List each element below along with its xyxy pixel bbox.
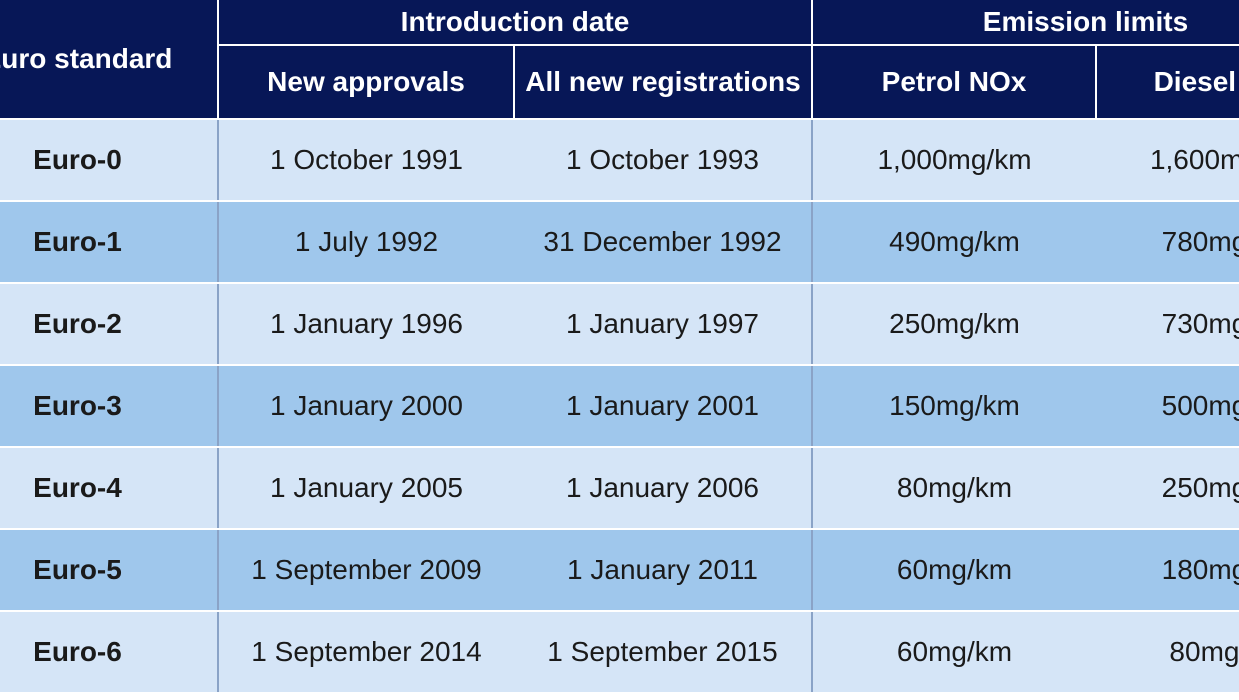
- cell-petrol-nox: 60mg/km: [811, 611, 1096, 694]
- cell-standard: Euro-6: [0, 611, 219, 694]
- cell-new-approvals: 1 July 1992: [218, 201, 514, 284]
- header-euro-standard: Euro standard: [0, 0, 219, 120]
- cell-petrol-nox: 80mg/km: [811, 447, 1096, 530]
- header-row-sub: New approvals All new registrations Petr…: [0, 45, 1239, 120]
- cell-diesel-nox: 250mg/km: [1096, 447, 1239, 530]
- table-body: Euro-0 1 October 1991 1 October 1993 1,0…: [0, 119, 1239, 694]
- header-introduction-date: Introduction date: [218, 0, 813, 46]
- cell-diesel-nox: 500mg/km: [1096, 365, 1239, 448]
- cell-new-approvals: 1 September 2014: [218, 611, 514, 694]
- cell-all-new-registrations: 1 January 2006: [514, 447, 812, 530]
- cell-standard: Euro-5: [0, 529, 219, 612]
- cell-all-new-registrations: 1 January 2001: [514, 365, 812, 448]
- cell-standard: Euro-4: [0, 447, 219, 530]
- cell-new-approvals: 1 January 1996: [218, 283, 514, 366]
- header-new-approvals: New approvals: [218, 45, 515, 120]
- header-petrol-nox: Petrol NOx: [812, 45, 1097, 120]
- table-row: Euro-4 1 January 2005 1 January 2006 80m…: [0, 447, 1239, 530]
- cell-new-approvals: 1 January 2000: [218, 365, 514, 448]
- table-row: Euro-0 1 October 1991 1 October 1993 1,0…: [0, 119, 1239, 202]
- cell-petrol-nox: 490mg/km: [811, 201, 1096, 284]
- table-row: Euro-5 1 September 2009 1 January 2011 6…: [0, 529, 1239, 612]
- cell-petrol-nox: 150mg/km: [811, 365, 1096, 448]
- cell-petrol-nox: 1,000mg/km: [811, 119, 1096, 202]
- cell-standard: Euro-0: [0, 119, 219, 202]
- cell-diesel-nox: 1,600mg/km: [1096, 119, 1239, 202]
- header-all-new-registrations: All new registrations: [514, 45, 813, 120]
- header-diesel-nox: Diesel NOx: [1096, 45, 1239, 120]
- cell-standard: Euro-3: [0, 365, 219, 448]
- table-row: Euro-3 1 January 2000 1 January 2001 150…: [0, 365, 1239, 448]
- cell-diesel-nox: 730mg/km: [1096, 283, 1239, 366]
- table-row: Euro-6 1 September 2014 1 September 2015…: [0, 611, 1239, 694]
- cell-standard: Euro-1: [0, 201, 219, 284]
- cell-diesel-nox: 80mg/km: [1096, 611, 1239, 694]
- cell-diesel-nox: 180mg/km: [1096, 529, 1239, 612]
- table-row: Euro-2 1 January 1996 1 January 1997 250…: [0, 283, 1239, 366]
- table-header: Euro standard Introduction date Emission…: [0, 0, 1239, 120]
- cell-all-new-registrations: 1 January 1997: [514, 283, 812, 366]
- header-row-top: Euro standard Introduction date Emission…: [0, 0, 1239, 120]
- cell-all-new-registrations: 1 January 2011: [514, 529, 812, 612]
- cell-new-approvals: 1 September 2009: [218, 529, 514, 612]
- header-emission-limits: Emission limits: [812, 0, 1239, 46]
- cell-petrol-nox: 250mg/km: [811, 283, 1096, 366]
- cell-diesel-nox: 780mg/km: [1096, 201, 1239, 284]
- cell-all-new-registrations: 1 September 2015: [514, 611, 812, 694]
- cell-all-new-registrations: 31 December 1992: [514, 201, 812, 284]
- cell-standard: Euro-2: [0, 283, 219, 366]
- cell-new-approvals: 1 January 2005: [218, 447, 514, 530]
- cell-petrol-nox: 60mg/km: [811, 529, 1096, 612]
- cell-new-approvals: 1 October 1991: [218, 119, 514, 202]
- table-row: Euro-1 1 July 1992 31 December 1992 490m…: [0, 201, 1239, 284]
- cell-all-new-registrations: 1 October 1993: [514, 119, 812, 202]
